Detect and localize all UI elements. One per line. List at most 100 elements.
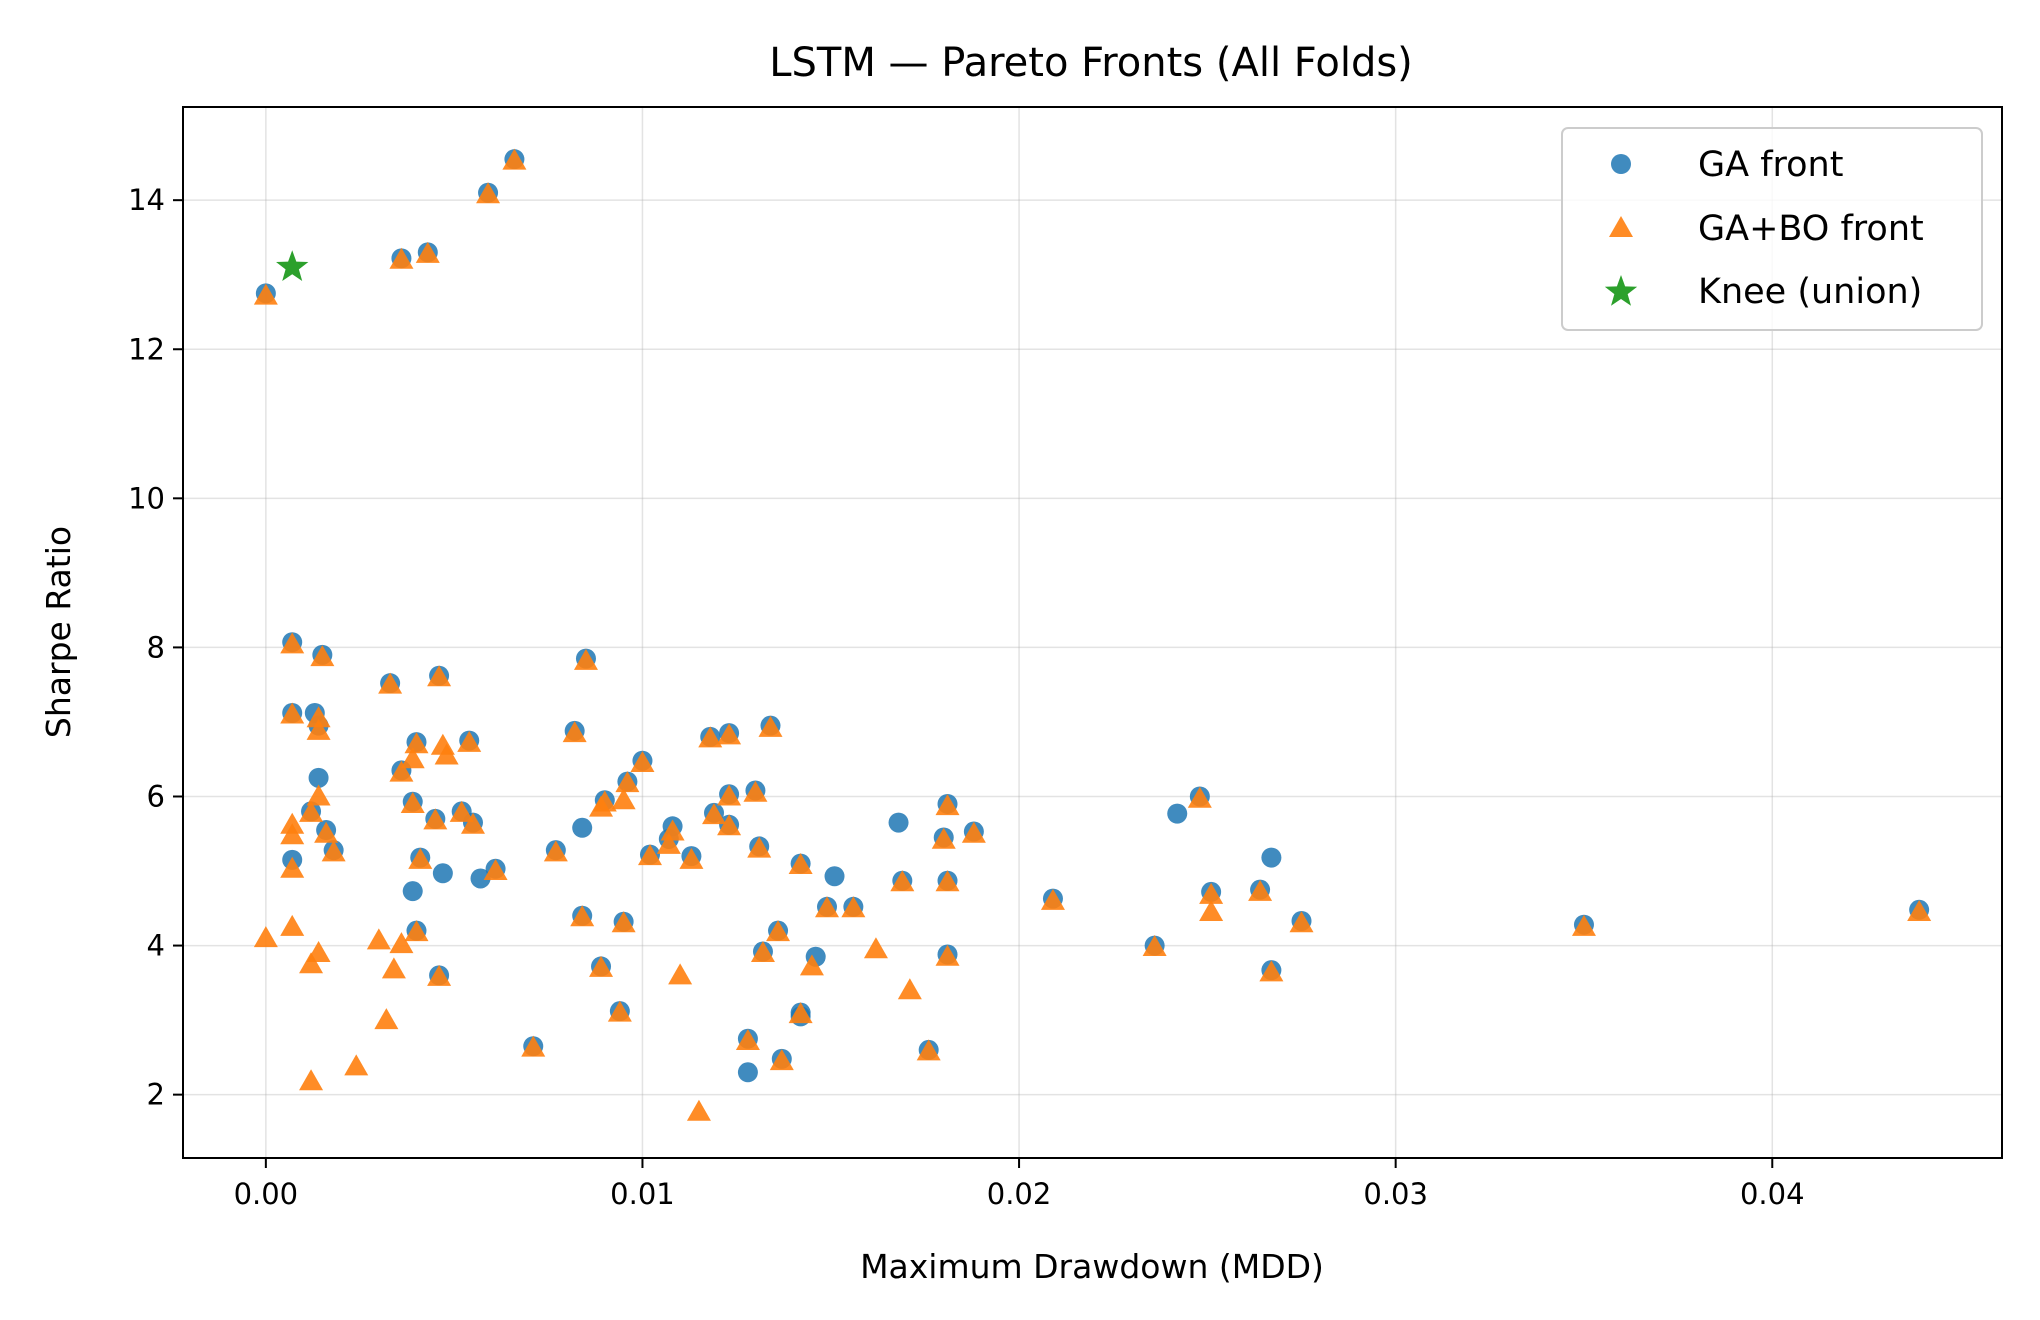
legend-marker-knee — [1604, 275, 1638, 306]
ga-bo-front-point — [344, 1054, 369, 1076]
ga-bo-front-point — [280, 856, 305, 878]
ga-bo-front-point — [931, 827, 956, 849]
axis-ticks: 0.00 0.01 0.02 0.03 0.04 2 4 6 8 10 12 14 — [128, 183, 1804, 1211]
ga-bo-front-point — [366, 928, 391, 950]
ga-bo-front-point — [897, 978, 922, 1000]
ga-bo-front-point — [400, 791, 425, 813]
ga-bo-front-point — [615, 771, 640, 793]
ga-bo-front-point — [434, 743, 459, 765]
y-tick-label: 12 — [128, 332, 165, 366]
ga-bo-front-point — [679, 847, 704, 869]
ga-bo-front-point — [788, 1002, 813, 1024]
ga-front-point — [888, 812, 909, 833]
ga-bo-front-point — [306, 706, 331, 728]
ga-bo-front-point — [543, 840, 568, 862]
ga-bo-front-point — [607, 1000, 632, 1022]
ga-bo-front-point — [592, 790, 617, 812]
y-tick-label: 10 — [128, 481, 165, 515]
ga-bo-front-point — [1187, 786, 1212, 808]
knee-point — [276, 250, 309, 282]
ga-bo-front-point — [766, 920, 791, 942]
grid — [183, 107, 2002, 1158]
ga-bo-front-point — [916, 1039, 941, 1061]
ga-bo-front-point — [935, 944, 960, 966]
y-tick-label: 6 — [147, 779, 165, 813]
ga-bo-front-point — [841, 896, 866, 918]
ga-bo-front-point — [1248, 879, 1273, 901]
ga-bo-front-point — [280, 632, 305, 654]
ga-bo-front-point — [310, 645, 335, 667]
ga-bo-front-point — [863, 937, 888, 959]
legend: GA front GA+BO front Knee (union) — [1561, 127, 1983, 331]
ga-bo-front-point — [449, 800, 474, 822]
ga-bo-front-point — [799, 954, 824, 976]
ga-bo-front-point — [1571, 914, 1596, 936]
x-axis-label: Maximum Drawdown (MDD) — [860, 1247, 1324, 1286]
ga-bo-front-point — [743, 780, 768, 802]
legend-label-knee: Knee (union) — [1698, 272, 1922, 312]
ga-bo-front-point — [389, 932, 414, 954]
y-tick-label: 2 — [147, 1078, 165, 1112]
ga-bo-front-point — [280, 914, 305, 936]
ga-bo-front-point — [427, 665, 452, 687]
ga-front-point — [1167, 803, 1188, 824]
ga-bo-front-point — [415, 241, 440, 263]
ga-bo-front-point — [400, 747, 425, 769]
ga-bo-front-point — [280, 823, 305, 845]
ga-bo-front-point — [611, 788, 636, 810]
chart-title: LSTM — Pareto Fronts (All Folds) — [769, 40, 1413, 86]
ga-bo-front-point — [1142, 935, 1167, 957]
ga-bo-front-point — [660, 819, 685, 841]
ga-bo-front-point — [502, 148, 527, 170]
ga-bo-front-point — [717, 784, 742, 806]
ga-bo-front-point — [460, 812, 485, 834]
ga-front-point — [432, 863, 453, 884]
legend-marker-ga-front — [1611, 154, 1631, 174]
ga-bo-front-point — [686, 1099, 711, 1121]
legend-markers — [1604, 154, 1638, 306]
ga-bo-front-point — [408, 847, 433, 869]
ga-front-point — [1261, 847, 1282, 868]
ga-bo-front-point — [573, 648, 598, 670]
ga-bo-front-point — [562, 721, 587, 743]
ga-bo-front-point — [389, 760, 414, 782]
x-tick-label: 0.00 — [234, 1177, 299, 1211]
ga-bo-front-point — [306, 784, 331, 806]
ga-bo-front-point — [1040, 888, 1065, 910]
ga-bo-front-point — [702, 803, 727, 825]
ga-bo-front-point — [935, 870, 960, 892]
ga-bo-front-point — [890, 870, 915, 892]
ga-bo-front-point — [717, 723, 742, 745]
y-tick-label: 8 — [147, 630, 165, 664]
ga-front-point — [572, 817, 593, 838]
y-tick-label: 4 — [147, 929, 165, 963]
ga-bo-front-point — [404, 732, 429, 754]
ga-bo-front-point — [306, 718, 331, 740]
ga-bo-front-point — [747, 836, 772, 858]
ga-bo-front-point — [476, 182, 501, 204]
ga-bo-front-point — [299, 800, 324, 822]
ga-bo-front-point — [637, 844, 662, 866]
ga-bo-front-point — [423, 808, 448, 830]
ga-bo-front-point — [427, 964, 452, 986]
ga-bo-front-point — [630, 750, 655, 772]
ga-bo-front-point — [656, 832, 681, 854]
ga-bo-front-point — [389, 247, 414, 269]
ga-bo-front-point — [483, 859, 508, 881]
legend-box — [1561, 127, 1983, 331]
ga-bo-front-point — [758, 715, 783, 737]
ga-bo-front-point — [698, 726, 723, 748]
x-tick-label: 0.02 — [987, 1177, 1052, 1211]
ga-bo-front-point — [1199, 882, 1224, 904]
legend-marker-ga-bo-front — [1609, 216, 1633, 237]
ga-bo-front-point — [788, 853, 813, 875]
ga-front-point — [402, 881, 423, 902]
x-tick-label: 0.04 — [1740, 1177, 1805, 1211]
ga-bo-front-point — [253, 283, 278, 305]
x-tick-label: 0.01 — [610, 1177, 675, 1211]
ga-front-point — [824, 866, 845, 887]
ga-bo-front-point — [961, 821, 986, 843]
ga-bo-front-point — [935, 794, 960, 816]
ga-bo-front-point — [314, 821, 339, 843]
ga-bo-front-point — [457, 730, 482, 752]
